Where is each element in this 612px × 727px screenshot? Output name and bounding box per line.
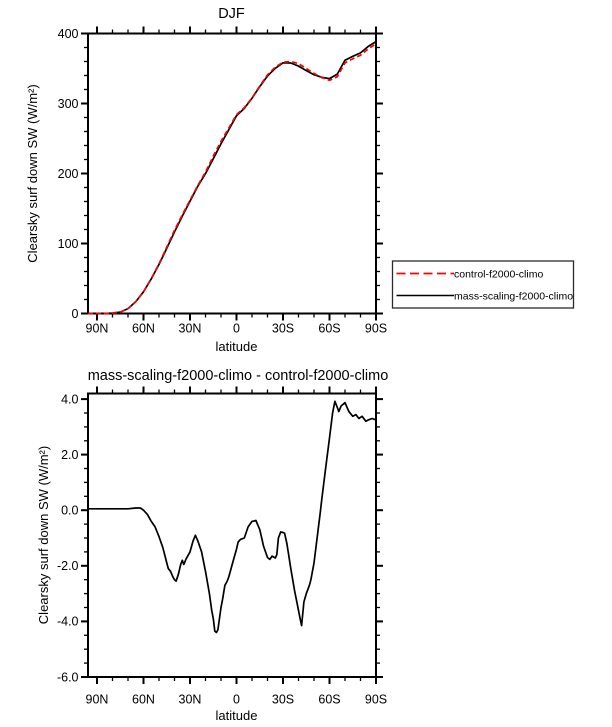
- y-tick-label: 400: [58, 27, 79, 41]
- x-tick-label: 60N: [132, 322, 155, 336]
- y-tick-label: 0: [72, 307, 79, 321]
- y-tick-label: -6.0: [57, 670, 79, 684]
- x-tick-label: 30S: [272, 693, 294, 707]
- top-xaxis-title: latitude: [216, 339, 258, 354]
- y-tick-label: 4.0: [61, 392, 78, 406]
- y-tick-label: -2.0: [57, 559, 79, 573]
- x-tick-label: 60S: [318, 693, 340, 707]
- plot-frame: [87, 392, 377, 678]
- y-tick-label: 100: [58, 237, 79, 251]
- top-yaxis-title: Clearsky surf down SW (W/m²): [25, 84, 40, 262]
- x-tick-label: 90S: [365, 693, 387, 707]
- legend: control-f2000-climo mass-scaling-f2000-c…: [391, 260, 575, 309]
- series-line-control-f2000-climo: [88, 43, 377, 315]
- x-tick-label: 90S: [365, 322, 387, 336]
- legend-label-control: control-f2000-climo: [454, 269, 543, 281]
- x-tick-label: 30N: [179, 693, 202, 707]
- plot-frame: [87, 32, 377, 315]
- y-tick-label: 200: [58, 167, 79, 181]
- legend-box: [391, 260, 575, 309]
- bottom-xaxis-title: latitude: [216, 708, 258, 723]
- y-tick-label: 2.0: [61, 448, 78, 462]
- x-tick-label: 0: [233, 322, 240, 336]
- legend-label-mass-scaling: mass-scaling-f2000-climo: [454, 291, 573, 303]
- plot-render-root: 90N 60N 30N 0 30S 60S 90S 0 100 200 300 400 90N 60N 30…: [57, 26, 387, 707]
- series-line-mass-scaling-f2000-climo: [88, 40, 377, 315]
- x-tick-label: 30S: [272, 322, 294, 336]
- y-tick-label: 300: [58, 97, 79, 111]
- bottom-yaxis-title: Clearsky surf down SW (W/m²): [36, 446, 51, 624]
- y-tick-label: -4.0: [57, 615, 79, 629]
- x-tick-label: 0: [233, 693, 240, 707]
- y-tick-label: 0.0: [61, 504, 78, 518]
- series-line-mass-scaling-f2000-climo-control-f2000-climo: [88, 400, 377, 634]
- x-tick-label: 90N: [86, 693, 109, 707]
- x-tick-label: 30N: [179, 322, 202, 336]
- x-tick-label: 60N: [132, 693, 155, 707]
- x-tick-label: 60S: [318, 322, 340, 336]
- bottom-chart-title: mass-scaling-f2000-climo - control-f2000…: [88, 368, 389, 384]
- x-tick-label: 90N: [86, 322, 109, 336]
- top-chart-title: DJF: [218, 6, 245, 22]
